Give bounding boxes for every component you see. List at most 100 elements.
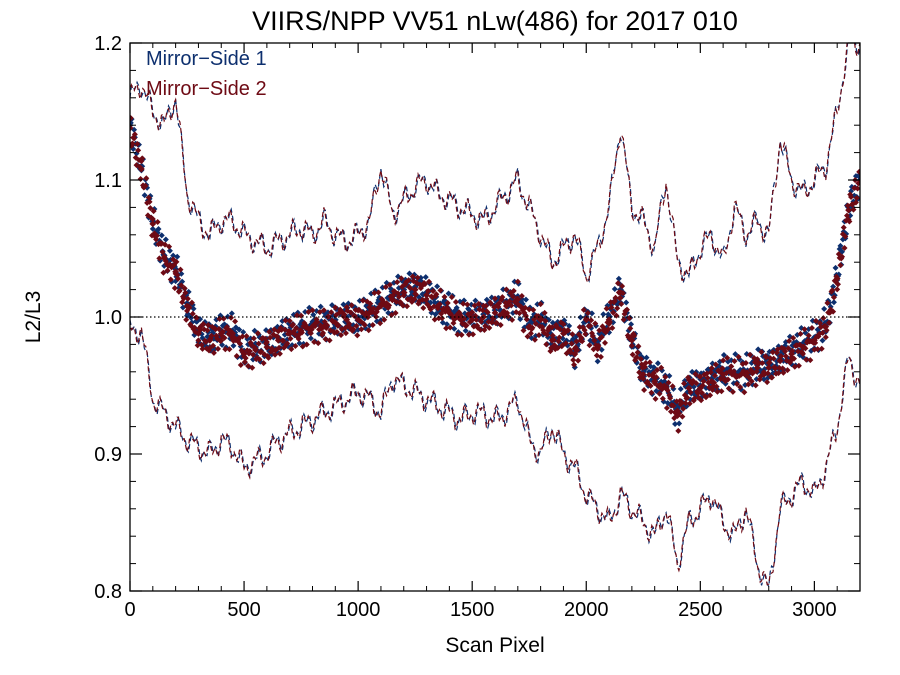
scatter-point: [588, 310, 595, 317]
scatter-point: [164, 267, 171, 274]
scatter-point: [785, 345, 792, 352]
scatter-point: [707, 369, 714, 376]
scatter-point: [221, 334, 228, 341]
y-tick-label: 0.8: [94, 581, 122, 603]
scatter-point: [215, 325, 222, 332]
scatter-point: [718, 388, 725, 395]
scatter-point: [612, 294, 619, 301]
scatter-point: [799, 350, 806, 357]
scatter-point: [608, 304, 615, 311]
scatter-point: [289, 321, 296, 328]
data-point: [172, 268, 180, 276]
scatter-point: [759, 360, 766, 367]
scatter-point: [650, 369, 657, 376]
scatter-point: [531, 336, 538, 343]
scatter-point: [635, 343, 642, 350]
scatter-point: [732, 351, 739, 358]
scatter-point: [158, 232, 165, 239]
scatter-point: [454, 331, 461, 338]
scatter-point: [460, 300, 467, 307]
scatter-point: [728, 363, 735, 370]
scatter-point: [641, 386, 648, 393]
scatter-point: [786, 337, 793, 344]
scatter-point: [255, 340, 262, 347]
scatter-point: [566, 322, 573, 329]
scatter-point: [154, 219, 161, 226]
scatter-point: [672, 420, 679, 427]
data-point: [742, 371, 750, 378]
scatter-point: [477, 326, 484, 333]
scatter-point: [406, 270, 413, 277]
scatter-point: [188, 299, 195, 306]
scatter-point: [678, 399, 685, 406]
data-point: [696, 384, 704, 392]
scatter-point: [581, 327, 588, 334]
scatter-point: [569, 331, 576, 338]
scatter-point: [551, 342, 558, 349]
data-point: [674, 412, 681, 420]
scatter-point: [775, 370, 782, 377]
scatter-point: [720, 357, 727, 364]
scatter-point: [681, 380, 688, 387]
scatter-point: [462, 327, 469, 334]
scatter-point: [719, 365, 726, 372]
scatter-point: [509, 316, 516, 323]
scatter-point: [523, 316, 530, 323]
scatter-point: [175, 275, 182, 282]
scatter-point: [367, 300, 374, 307]
scatter-point: [326, 337, 333, 344]
scatter-point: [543, 341, 550, 348]
envelope-upper-ms2: [130, 43, 860, 284]
scatter-point: [265, 354, 272, 361]
scatter-point: [419, 296, 426, 303]
scatter-point: [398, 275, 405, 282]
scatter-point: [166, 247, 173, 254]
scatter-point: [333, 329, 340, 336]
scatter-point: [303, 341, 310, 348]
data-point: [514, 295, 522, 303]
scatter-point: [420, 305, 427, 312]
scatter-point: [516, 310, 523, 317]
scatter-point: [522, 296, 529, 303]
scatter-point: [292, 342, 299, 349]
scatter-point: [130, 115, 134, 122]
scatter-point: [483, 296, 490, 303]
scatter-point: [571, 361, 578, 368]
scatter-point: [258, 348, 265, 355]
scatter-point: [615, 280, 622, 287]
scatter-point: [430, 288, 437, 295]
scatter-point: [854, 185, 860, 192]
data-point: [685, 384, 693, 392]
x-tick-label: 1000: [336, 599, 381, 621]
scatter-point: [299, 343, 306, 350]
scatter-point: [394, 279, 401, 286]
data-point: [195, 330, 202, 337]
scatter-point: [713, 383, 720, 390]
scatter-point: [288, 346, 295, 353]
scatter-point: [724, 354, 731, 361]
scatter-point: [830, 299, 837, 306]
scatter-point: [654, 360, 661, 367]
scatter-point: [375, 289, 382, 296]
scatter-point: [147, 205, 154, 212]
scatter-point: [541, 309, 548, 316]
scatter-point: [601, 339, 608, 346]
scatter-point: [325, 313, 332, 320]
scatter-point: [795, 362, 802, 369]
scatter-point: [174, 253, 181, 260]
legend-mirror-side-1: Mirror−Side 1: [146, 48, 267, 70]
scatter-point: [166, 243, 173, 250]
scatter-point: [856, 168, 860, 175]
scatter-point: [361, 322, 368, 329]
data-point: [434, 302, 442, 310]
scatter-point: [350, 326, 357, 333]
scatter-point: [842, 233, 849, 240]
data-point: [537, 316, 545, 324]
scatter-point: [779, 365, 786, 372]
scatter-point: [240, 329, 247, 336]
scatter-point: [226, 346, 233, 353]
scatter-point: [176, 287, 183, 294]
scatter-point: [458, 331, 465, 338]
scatter-point: [370, 305, 377, 312]
scatter-point: [427, 306, 434, 313]
